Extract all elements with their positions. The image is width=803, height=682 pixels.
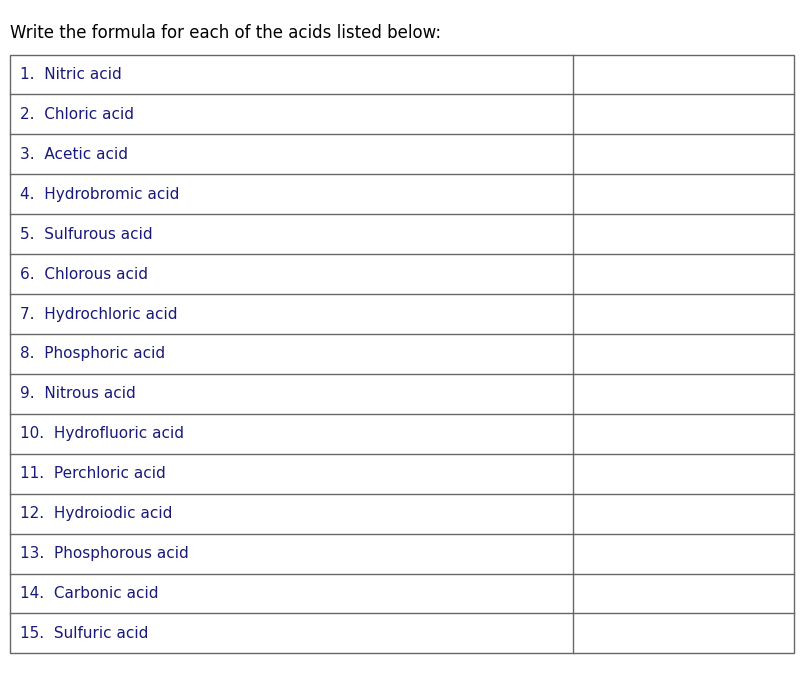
Text: 11.  Perchloric acid: 11. Perchloric acid: [20, 466, 165, 481]
Text: 6.  Chlorous acid: 6. Chlorous acid: [20, 267, 148, 282]
Text: 9.  Nitrous acid: 9. Nitrous acid: [20, 387, 136, 402]
Text: Write the formula for each of the acids listed below:: Write the formula for each of the acids …: [10, 24, 441, 42]
Text: 3.  Acetic acid: 3. Acetic acid: [20, 147, 128, 162]
Text: 10.  Hydrofluoric acid: 10. Hydrofluoric acid: [20, 426, 184, 441]
Text: 4.  Hydrobromic acid: 4. Hydrobromic acid: [20, 187, 179, 202]
Text: 5.  Sulfurous acid: 5. Sulfurous acid: [20, 226, 153, 241]
Text: 13.  Phosphorous acid: 13. Phosphorous acid: [20, 546, 189, 561]
Text: 8.  Phosphoric acid: 8. Phosphoric acid: [20, 346, 165, 361]
Text: 15.  Sulfuric acid: 15. Sulfuric acid: [20, 626, 149, 641]
Text: 2.  Chloric acid: 2. Chloric acid: [20, 107, 134, 122]
Text: 7.  Hydrochloric acid: 7. Hydrochloric acid: [20, 306, 177, 321]
Text: 1.  Nitric acid: 1. Nitric acid: [20, 67, 121, 82]
Text: 14.  Carbonic acid: 14. Carbonic acid: [20, 586, 158, 601]
Text: 12.  Hydroiodic acid: 12. Hydroiodic acid: [20, 506, 172, 521]
Bar: [10, 55, 793, 653]
